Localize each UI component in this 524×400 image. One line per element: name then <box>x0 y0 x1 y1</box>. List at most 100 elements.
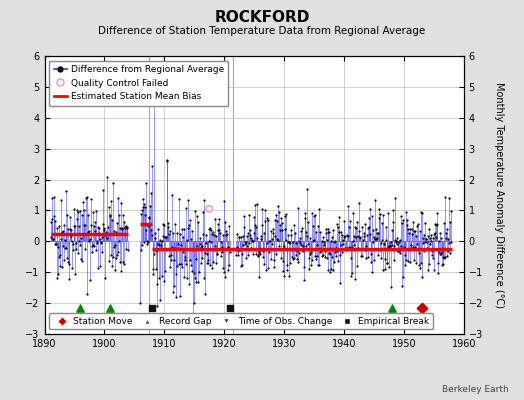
Point <box>423 233 432 239</box>
Point <box>369 227 377 234</box>
Point <box>61 244 70 251</box>
Y-axis label: Monthly Temperature Anomaly Difference (°C): Monthly Temperature Anomaly Difference (… <box>494 82 504 308</box>
Point <box>251 202 259 208</box>
Point <box>188 228 196 234</box>
Point <box>161 234 169 240</box>
Point <box>324 229 333 235</box>
Point <box>274 203 282 210</box>
Point <box>79 199 87 205</box>
Point <box>111 242 119 248</box>
Point <box>445 240 453 246</box>
Point <box>94 264 102 271</box>
Point <box>224 244 232 250</box>
Point <box>72 246 81 252</box>
Point <box>440 220 449 227</box>
Point <box>364 254 373 260</box>
Point <box>299 243 307 249</box>
Point <box>432 222 441 228</box>
Point <box>444 248 452 254</box>
Point <box>106 212 115 218</box>
Point <box>188 267 196 274</box>
Point <box>314 222 322 229</box>
Point <box>378 220 387 226</box>
Point <box>92 208 100 214</box>
Point <box>265 238 274 244</box>
Point <box>421 219 430 226</box>
Point <box>259 253 267 260</box>
Point <box>89 209 97 216</box>
Point <box>395 239 403 245</box>
Point <box>111 266 119 273</box>
Point <box>341 232 349 239</box>
Point <box>343 245 352 252</box>
Point <box>217 249 226 255</box>
Point <box>147 227 156 233</box>
Point <box>153 303 161 310</box>
Point <box>297 228 305 234</box>
Point <box>417 260 425 266</box>
Point <box>146 221 155 227</box>
Point <box>155 275 163 281</box>
Point <box>59 257 68 264</box>
Point <box>89 242 97 248</box>
Point <box>202 232 210 239</box>
Point <box>222 228 230 234</box>
Point <box>181 257 190 263</box>
Point <box>206 225 214 232</box>
Point <box>176 231 184 238</box>
Point <box>278 268 287 274</box>
Point <box>249 238 257 244</box>
Point <box>430 267 439 274</box>
Point <box>195 235 204 242</box>
Point <box>387 239 396 246</box>
Point <box>389 207 397 213</box>
Point <box>96 236 104 242</box>
Point <box>395 247 403 254</box>
Point <box>250 222 259 228</box>
Point <box>239 213 248 220</box>
Point <box>220 197 228 204</box>
Point <box>283 267 291 274</box>
Point <box>291 252 300 258</box>
Point <box>402 208 410 215</box>
Point <box>102 229 111 236</box>
Point <box>256 236 265 242</box>
Point <box>285 273 293 280</box>
Point <box>335 229 343 236</box>
Point <box>343 232 351 238</box>
Point <box>88 249 96 256</box>
Point <box>190 300 199 306</box>
Point <box>327 266 335 272</box>
Point <box>384 244 392 250</box>
Point <box>337 242 346 248</box>
Point <box>276 222 284 228</box>
Point <box>319 234 327 240</box>
Point <box>266 228 275 234</box>
Point <box>340 234 348 240</box>
Point <box>96 263 105 270</box>
Point <box>252 251 260 258</box>
Point <box>88 196 96 202</box>
Point <box>157 242 165 249</box>
Point <box>79 232 88 238</box>
Point <box>399 273 408 280</box>
Point <box>140 200 148 207</box>
Point <box>299 277 308 284</box>
Point <box>100 226 108 233</box>
Point <box>49 194 58 200</box>
Point <box>263 215 271 222</box>
Point <box>158 272 166 279</box>
Point <box>204 260 212 266</box>
Point <box>189 321 198 327</box>
Point <box>241 238 249 245</box>
Point <box>82 231 91 238</box>
Point <box>326 269 335 275</box>
Point <box>302 233 311 239</box>
Point <box>282 210 290 217</box>
Point <box>108 217 117 223</box>
Point <box>289 239 297 246</box>
Point <box>274 237 282 243</box>
Point <box>277 254 285 261</box>
Point <box>80 207 88 214</box>
Point <box>332 245 341 251</box>
